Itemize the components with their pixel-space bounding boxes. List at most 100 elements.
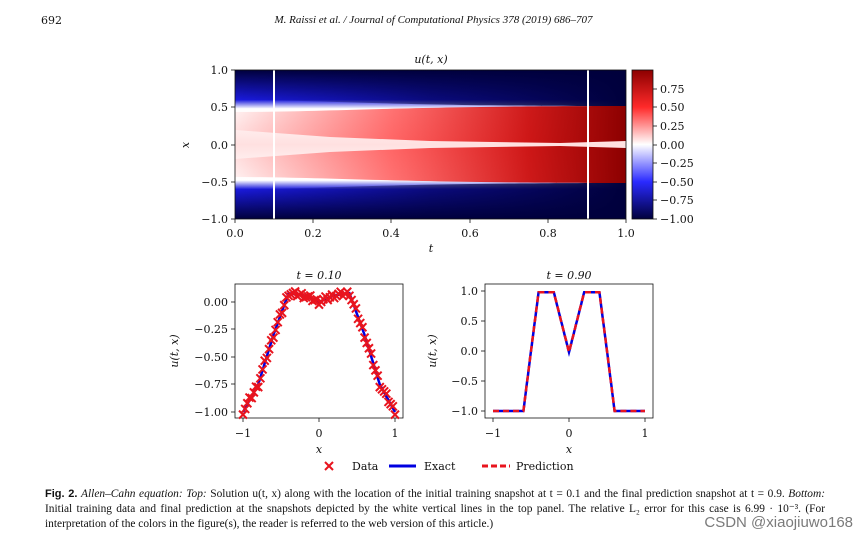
left-ylabel: u(t, x) (168, 334, 181, 367)
data-marker (253, 382, 263, 392)
left-panel-title: t = 0.10 (296, 269, 341, 282)
legend-data-marker (324, 461, 334, 471)
data-marker (366, 348, 376, 359)
right-ytick-label: −0.5 (451, 375, 478, 388)
figure-caption: Fig. 2. Allen–Cahn equation: Top: Soluti… (45, 487, 825, 532)
data-marker (370, 365, 381, 376)
data-marker (351, 303, 361, 314)
left-ytick-label: −1.00 (194, 406, 228, 419)
caption-bottom-label: Bottom: (788, 488, 825, 500)
left-data-markers (238, 286, 400, 420)
heatmap-field (234, 69, 627, 220)
heatmap-xtick-label: 0.8 (539, 227, 557, 240)
colorbar-tick-label: 0.50 (660, 101, 685, 114)
data-marker (251, 381, 261, 392)
left-ytick-label: −0.25 (194, 323, 228, 336)
data-marker (357, 322, 368, 332)
data-marker (246, 393, 257, 403)
right-exact-line (493, 290, 645, 413)
watermark: CSDN @xiaojiuwo168 (704, 514, 853, 531)
data-marker (240, 404, 250, 414)
heatmap-ylabel: x (179, 141, 192, 148)
data-marker (388, 401, 398, 412)
heatmap-y-axis: 1.0 0.5 0.0 −0.5 −1.0 x (179, 64, 235, 226)
right-panel-title: t = 0.90 (546, 269, 591, 282)
data-marker (364, 343, 374, 353)
right-ytick-label: 0.0 (461, 345, 479, 358)
right-xtick-label: 1 (642, 427, 649, 440)
right-xlabel: x (566, 443, 573, 456)
caption-label: Fig. 2. (45, 488, 78, 500)
data-marker (279, 300, 289, 310)
left-ytick-label: −0.50 (194, 351, 228, 364)
data-marker (257, 364, 268, 375)
colorbar-tick-label: 0.00 (660, 139, 685, 152)
heatmap-xtick-label: 0.4 (382, 227, 400, 240)
running-head: M. Raissi et al. / Journal of Computatio… (274, 14, 593, 26)
legend-prediction-label: Prediction (516, 460, 574, 473)
left-xtick-label: 1 (392, 427, 399, 440)
colorbar-tick-label: −0.50 (660, 176, 694, 189)
left-ytick-label: −0.75 (194, 378, 228, 391)
colorbar-tick-label: 0.75 (660, 83, 685, 96)
heatmap-upper-red-region (235, 106, 626, 143)
right-ytick-label: 1.0 (461, 285, 479, 298)
heatmap-upper-sharpen (235, 70, 626, 106)
data-marker (359, 332, 370, 343)
heatmap-ytick-label: −0.5 (201, 176, 228, 189)
heatmap-x-axis: 0.0 0.2 0.4 0.6 0.8 1.0 t (226, 219, 635, 255)
colorbar-gradient (631, 69, 654, 220)
heatmap-ytick-label: −1.0 (201, 213, 228, 226)
heatmap-xtick-label: 1.0 (617, 227, 635, 240)
heatmap-xlabel: t (429, 242, 434, 255)
data-marker (381, 388, 392, 399)
right-xtick-label: −1 (485, 427, 501, 440)
right-prediction-line (493, 290, 645, 413)
right-y-axis: 1.0 0.5 0.0 −0.5 −1.0 u(t, x) (426, 285, 485, 418)
heatmap-lower-red-region (235, 146, 626, 183)
data-marker (262, 353, 272, 363)
data-marker (368, 360, 378, 370)
legend: Data Exact Prediction (324, 460, 574, 473)
legend-x-stroke (324, 461, 334, 471)
left-xlabel: x (316, 443, 323, 456)
colorbar-tick-label: −1.00 (660, 213, 694, 226)
right-ytick-label: −1.0 (451, 405, 478, 418)
right-ytick-label: 0.5 (461, 315, 479, 328)
data-marker (255, 373, 266, 384)
left-y-axis: 0.00 −0.25 −0.50 −0.75 −1.00 u(t, x) (168, 296, 235, 419)
page-number: 692 (41, 14, 62, 27)
heatmap-xtick-label: 0.6 (461, 227, 479, 240)
left-x-axis: −1 0 1 x (235, 418, 399, 456)
data-marker (277, 308, 287, 318)
caption-text-top: Solution u(t, x) along with the location… (206, 488, 789, 500)
heatmap-xtick-label: 0.2 (304, 227, 322, 240)
colorbar-tick-label: −0.25 (660, 157, 694, 170)
left-xtick-label: −1 (235, 427, 251, 440)
colorbar-tick-label: −0.75 (660, 194, 694, 207)
right-lines-group (493, 290, 645, 413)
data-marker (273, 317, 283, 327)
heatmap-frame (234, 69, 627, 220)
right-x-axis: −1 0 1 x (485, 418, 649, 456)
left-xtick-label: 0 (316, 427, 323, 440)
legend-data-label: Data (352, 460, 379, 473)
heatmap-lower-sharpen (235, 183, 626, 219)
colorbar: 0.75 0.50 0.25 0.00 −0.25 −0.50 −0.75 −1… (631, 69, 694, 226)
colorbar-tick-label: 0.25 (660, 120, 685, 133)
data-marker (372, 370, 383, 381)
data-marker (268, 332, 279, 343)
caption-text-bottom: Initial training data and final predicti… (45, 503, 825, 530)
heatmap-ytick-label: 1.0 (211, 64, 229, 77)
left-ytick-label: 0.00 (204, 296, 229, 309)
data-marker (264, 344, 274, 354)
heatmap-ytick-label: 0.0 (211, 139, 229, 152)
heatmap-xtick-label: 0.0 (226, 227, 244, 240)
legend-exact-label: Exact (424, 460, 456, 473)
heatmap-title: u(t, x) (414, 53, 447, 66)
right-xtick-label: 0 (566, 427, 573, 440)
data-marker (390, 409, 400, 420)
right-ylabel: u(t, x) (426, 334, 439, 367)
data-marker (270, 325, 281, 335)
